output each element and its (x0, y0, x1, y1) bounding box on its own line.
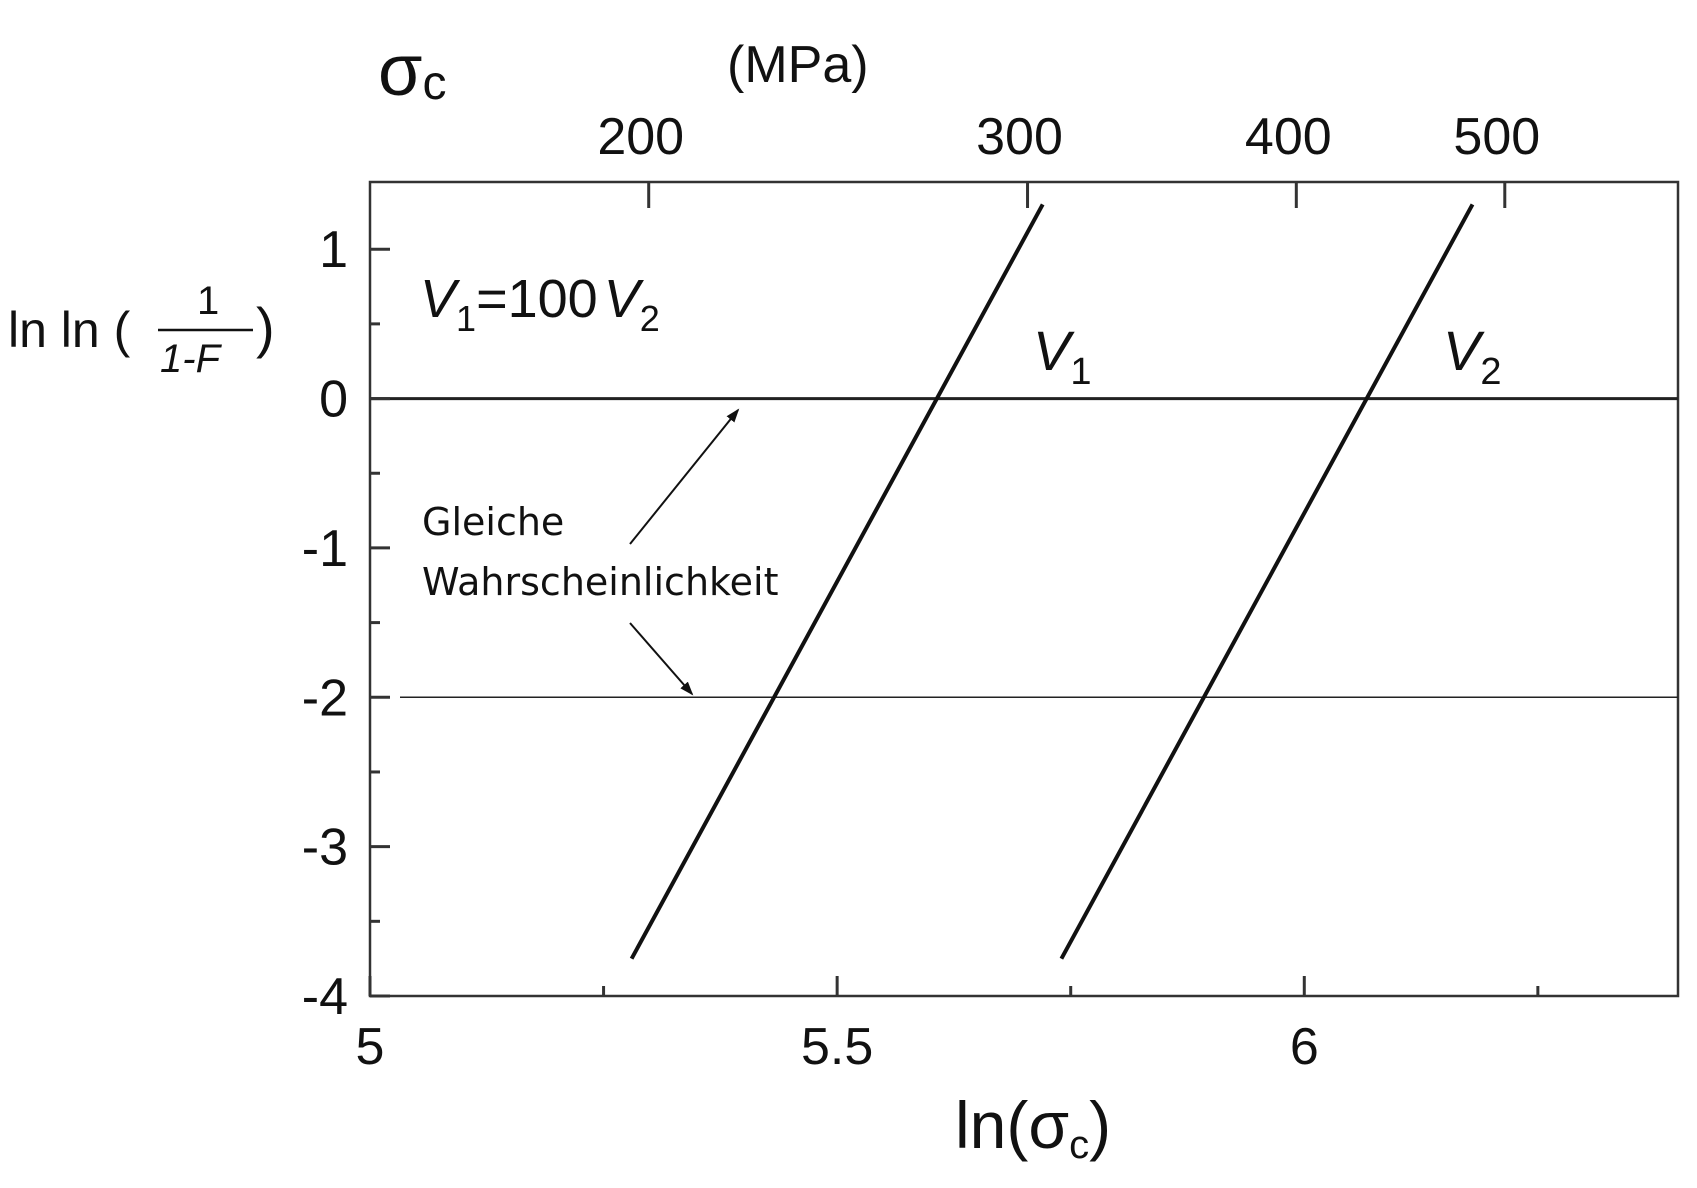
x-tick-label: 5 (356, 1018, 385, 1076)
volume-relation-label: V1=100 V2 (420, 269, 660, 339)
top-tick-label: 300 (976, 108, 1063, 166)
y-tick-label: -3 (302, 819, 348, 877)
y-axis-label-prefix: ln ln ( (8, 302, 131, 358)
y-axis-label-denominator: 1-F (160, 337, 223, 381)
series-label-v2: V2 (1443, 319, 1502, 393)
y-tick-label: 0 (319, 371, 348, 429)
plot-frame (368, 180, 1680, 998)
x-axis-label: ln(σc) (955, 1088, 1111, 1167)
top-tick-label: 400 (1245, 108, 1332, 166)
y-tick-label: 1 (319, 221, 348, 279)
y-tick-label: -4 (302, 968, 348, 1026)
top-tick-label: 200 (597, 108, 684, 166)
annotation-arrow-up (629, 408, 740, 545)
reference-lines (370, 397, 1678, 699)
annotation-arrow-down (629, 622, 694, 696)
series-line-v1 (629, 203, 1045, 960)
top-axis-unit: (MPa) (727, 36, 869, 94)
y-axis-label: ln ln ( 1 1-F ) (8, 279, 275, 381)
series-lines (629, 203, 1475, 960)
y-axis-label-suffix: ) (256, 296, 275, 359)
annotation-line-1: Gleiche (422, 500, 564, 544)
y-tick-label: -2 (302, 669, 348, 727)
y-axis-label-numerator: 1 (197, 279, 219, 323)
y-axis-ticks: 1 0 -1 -2 -3 -4 (302, 221, 390, 1026)
top-axis-symbol: σc (378, 31, 446, 111)
series-label-v1: V1 (1033, 319, 1092, 393)
y-tick-label: -1 (302, 520, 348, 578)
x-tick-label: 6 (1290, 1018, 1319, 1076)
x-axis-ticks: 5 5.5 6 (356, 976, 1540, 1076)
annotation-line-2: Wahrscheinlichkeit (422, 560, 779, 604)
top-tick-label: 500 (1453, 108, 1540, 166)
top-axis-ticks: 200 300 400 500 (597, 108, 1540, 208)
x-tick-label: 5.5 (801, 1018, 873, 1076)
series-line-v2 (1059, 203, 1475, 960)
